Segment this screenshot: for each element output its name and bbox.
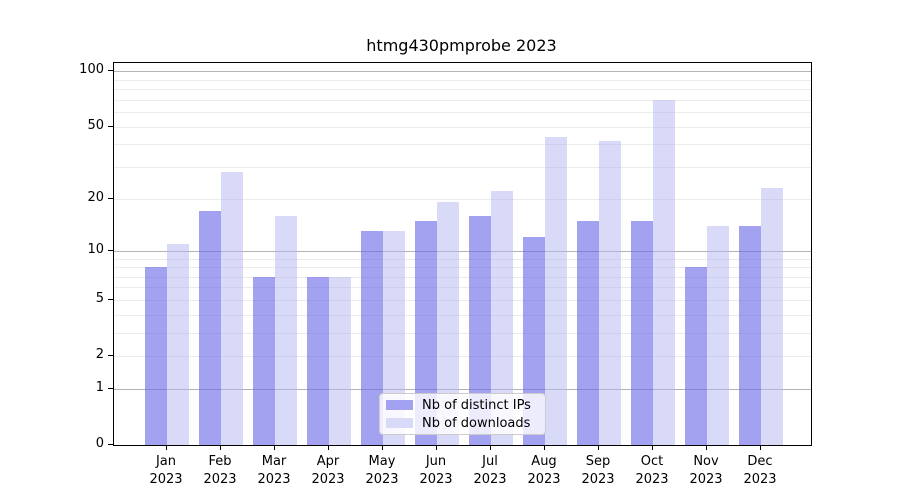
legend-swatch-distinct-ips — [386, 400, 413, 410]
x-tick-label: Dec 2023 — [743, 454, 777, 487]
bar-nb-of-downloads-jun — [437, 202, 459, 445]
x-tick — [328, 445, 329, 450]
bar-nb-of-downloads-aug — [545, 136, 567, 445]
bar-nb-of-downloads-apr — [329, 276, 351, 445]
bar-nb-of-distinct-ips-dec — [739, 225, 761, 445]
bar-nb-of-downloads-oct — [653, 99, 675, 445]
chart-title: htmg430pmprobe 2023 — [366, 36, 557, 55]
gridline-minor — [114, 276, 811, 278]
gridline-major — [114, 250, 811, 252]
gridline-minor — [114, 144, 811, 146]
x-tick — [490, 445, 491, 450]
y-tick — [108, 126, 113, 127]
gridline-minor — [114, 112, 811, 114]
x-tick — [220, 445, 221, 450]
x-tick — [652, 445, 653, 450]
bar-nb-of-distinct-ips-jun — [415, 220, 437, 445]
bar-nb-of-downloads-mar — [275, 215, 297, 445]
x-tick — [706, 445, 707, 450]
y-tick — [108, 388, 113, 389]
gridline-minor — [114, 356, 811, 358]
y-tick-label: 0 — [95, 436, 104, 451]
y-tick-label: 10 — [87, 242, 104, 257]
x-tick-label: Aug 2023 — [527, 454, 561, 487]
gridline-minor — [114, 287, 811, 289]
y-tick — [108, 198, 113, 199]
y-tick-label: 1 — [95, 380, 104, 395]
gridline-minor — [114, 79, 811, 81]
legend-entry-distinct-ips: Nb of distinct IPs — [386, 398, 539, 413]
bar-nb-of-downloads-jan — [167, 243, 189, 445]
x-tick-label: Jul 2023 — [473, 454, 507, 487]
gridline-minor — [114, 89, 811, 91]
bar-nb-of-distinct-ips-sep — [577, 220, 599, 445]
x-tick — [274, 445, 275, 450]
gridline-minor — [114, 332, 811, 334]
x-tick-label: May 2023 — [365, 454, 399, 487]
gridline-minor — [114, 198, 811, 200]
legend: Nb of distinct IPs Nb of downloads — [379, 393, 546, 435]
bar-nb-of-distinct-ips-feb — [199, 211, 221, 445]
legend-swatch-downloads — [386, 418, 413, 428]
bar-nb-of-downloads-nov — [707, 225, 729, 445]
x-tick — [382, 445, 383, 450]
x-tick-label: Jun 2023 — [419, 454, 453, 487]
bar-nb-of-downloads-feb — [221, 172, 243, 445]
x-tick — [544, 445, 545, 450]
plot-area — [113, 62, 812, 446]
legend-label-distinct-ips: Nb of distinct IPs — [422, 397, 531, 413]
bar-nb-of-distinct-ips-jan — [145, 267, 167, 445]
bar-nb-of-downloads-may — [383, 231, 405, 445]
y-tick — [108, 444, 113, 445]
x-tick — [436, 445, 437, 450]
bar-nb-of-downloads-dec — [761, 187, 783, 445]
gridline-minor — [114, 267, 811, 269]
legend-label-downloads: Nb of downloads — [422, 415, 531, 431]
gridline-major — [114, 71, 811, 73]
gridline-minor — [114, 99, 811, 101]
gridline-minor — [114, 166, 811, 168]
x-tick-label: Sep 2023 — [581, 454, 615, 487]
gridline-minor — [114, 314, 811, 316]
bar-nb-of-distinct-ips-oct — [631, 220, 653, 445]
y-tick-label: 2 — [95, 347, 104, 362]
y-tick — [108, 355, 113, 356]
x-tick-label: Nov 2023 — [689, 454, 723, 487]
bar-nb-of-downloads-sep — [599, 140, 621, 445]
bar-nb-of-distinct-ips-nov — [685, 267, 707, 445]
y-tick-label: 5 — [95, 291, 104, 306]
x-tick — [598, 445, 599, 450]
y-tick — [108, 299, 113, 300]
bar-nb-of-distinct-ips-apr — [307, 276, 329, 445]
y-tick — [108, 250, 113, 251]
gridline-minor — [114, 126, 811, 128]
x-tick — [760, 445, 761, 450]
y-tick-label: 50 — [87, 118, 104, 133]
y-tick-label: 100 — [79, 62, 104, 77]
legend-entry-downloads: Nb of downloads — [386, 416, 539, 431]
x-tick-label: Jan 2023 — [149, 454, 183, 487]
x-tick-label: Feb 2023 — [203, 454, 237, 487]
bar-nb-of-distinct-ips-mar — [253, 276, 275, 445]
y-tick-label: 20 — [87, 190, 104, 205]
gridline-minor — [114, 299, 811, 301]
bar-nb-of-downloads-jul — [491, 191, 513, 445]
y-tick — [108, 70, 113, 71]
bar-nb-of-distinct-ips-jul — [469, 215, 491, 445]
gridline-major — [114, 388, 811, 390]
gridline-minor — [114, 258, 811, 260]
x-tick — [166, 445, 167, 450]
x-tick-label: Apr 2023 — [311, 454, 345, 487]
bar-nb-of-distinct-ips-may — [361, 231, 383, 445]
x-tick-label: Oct 2023 — [635, 454, 669, 487]
x-tick-label: Mar 2023 — [257, 454, 291, 487]
